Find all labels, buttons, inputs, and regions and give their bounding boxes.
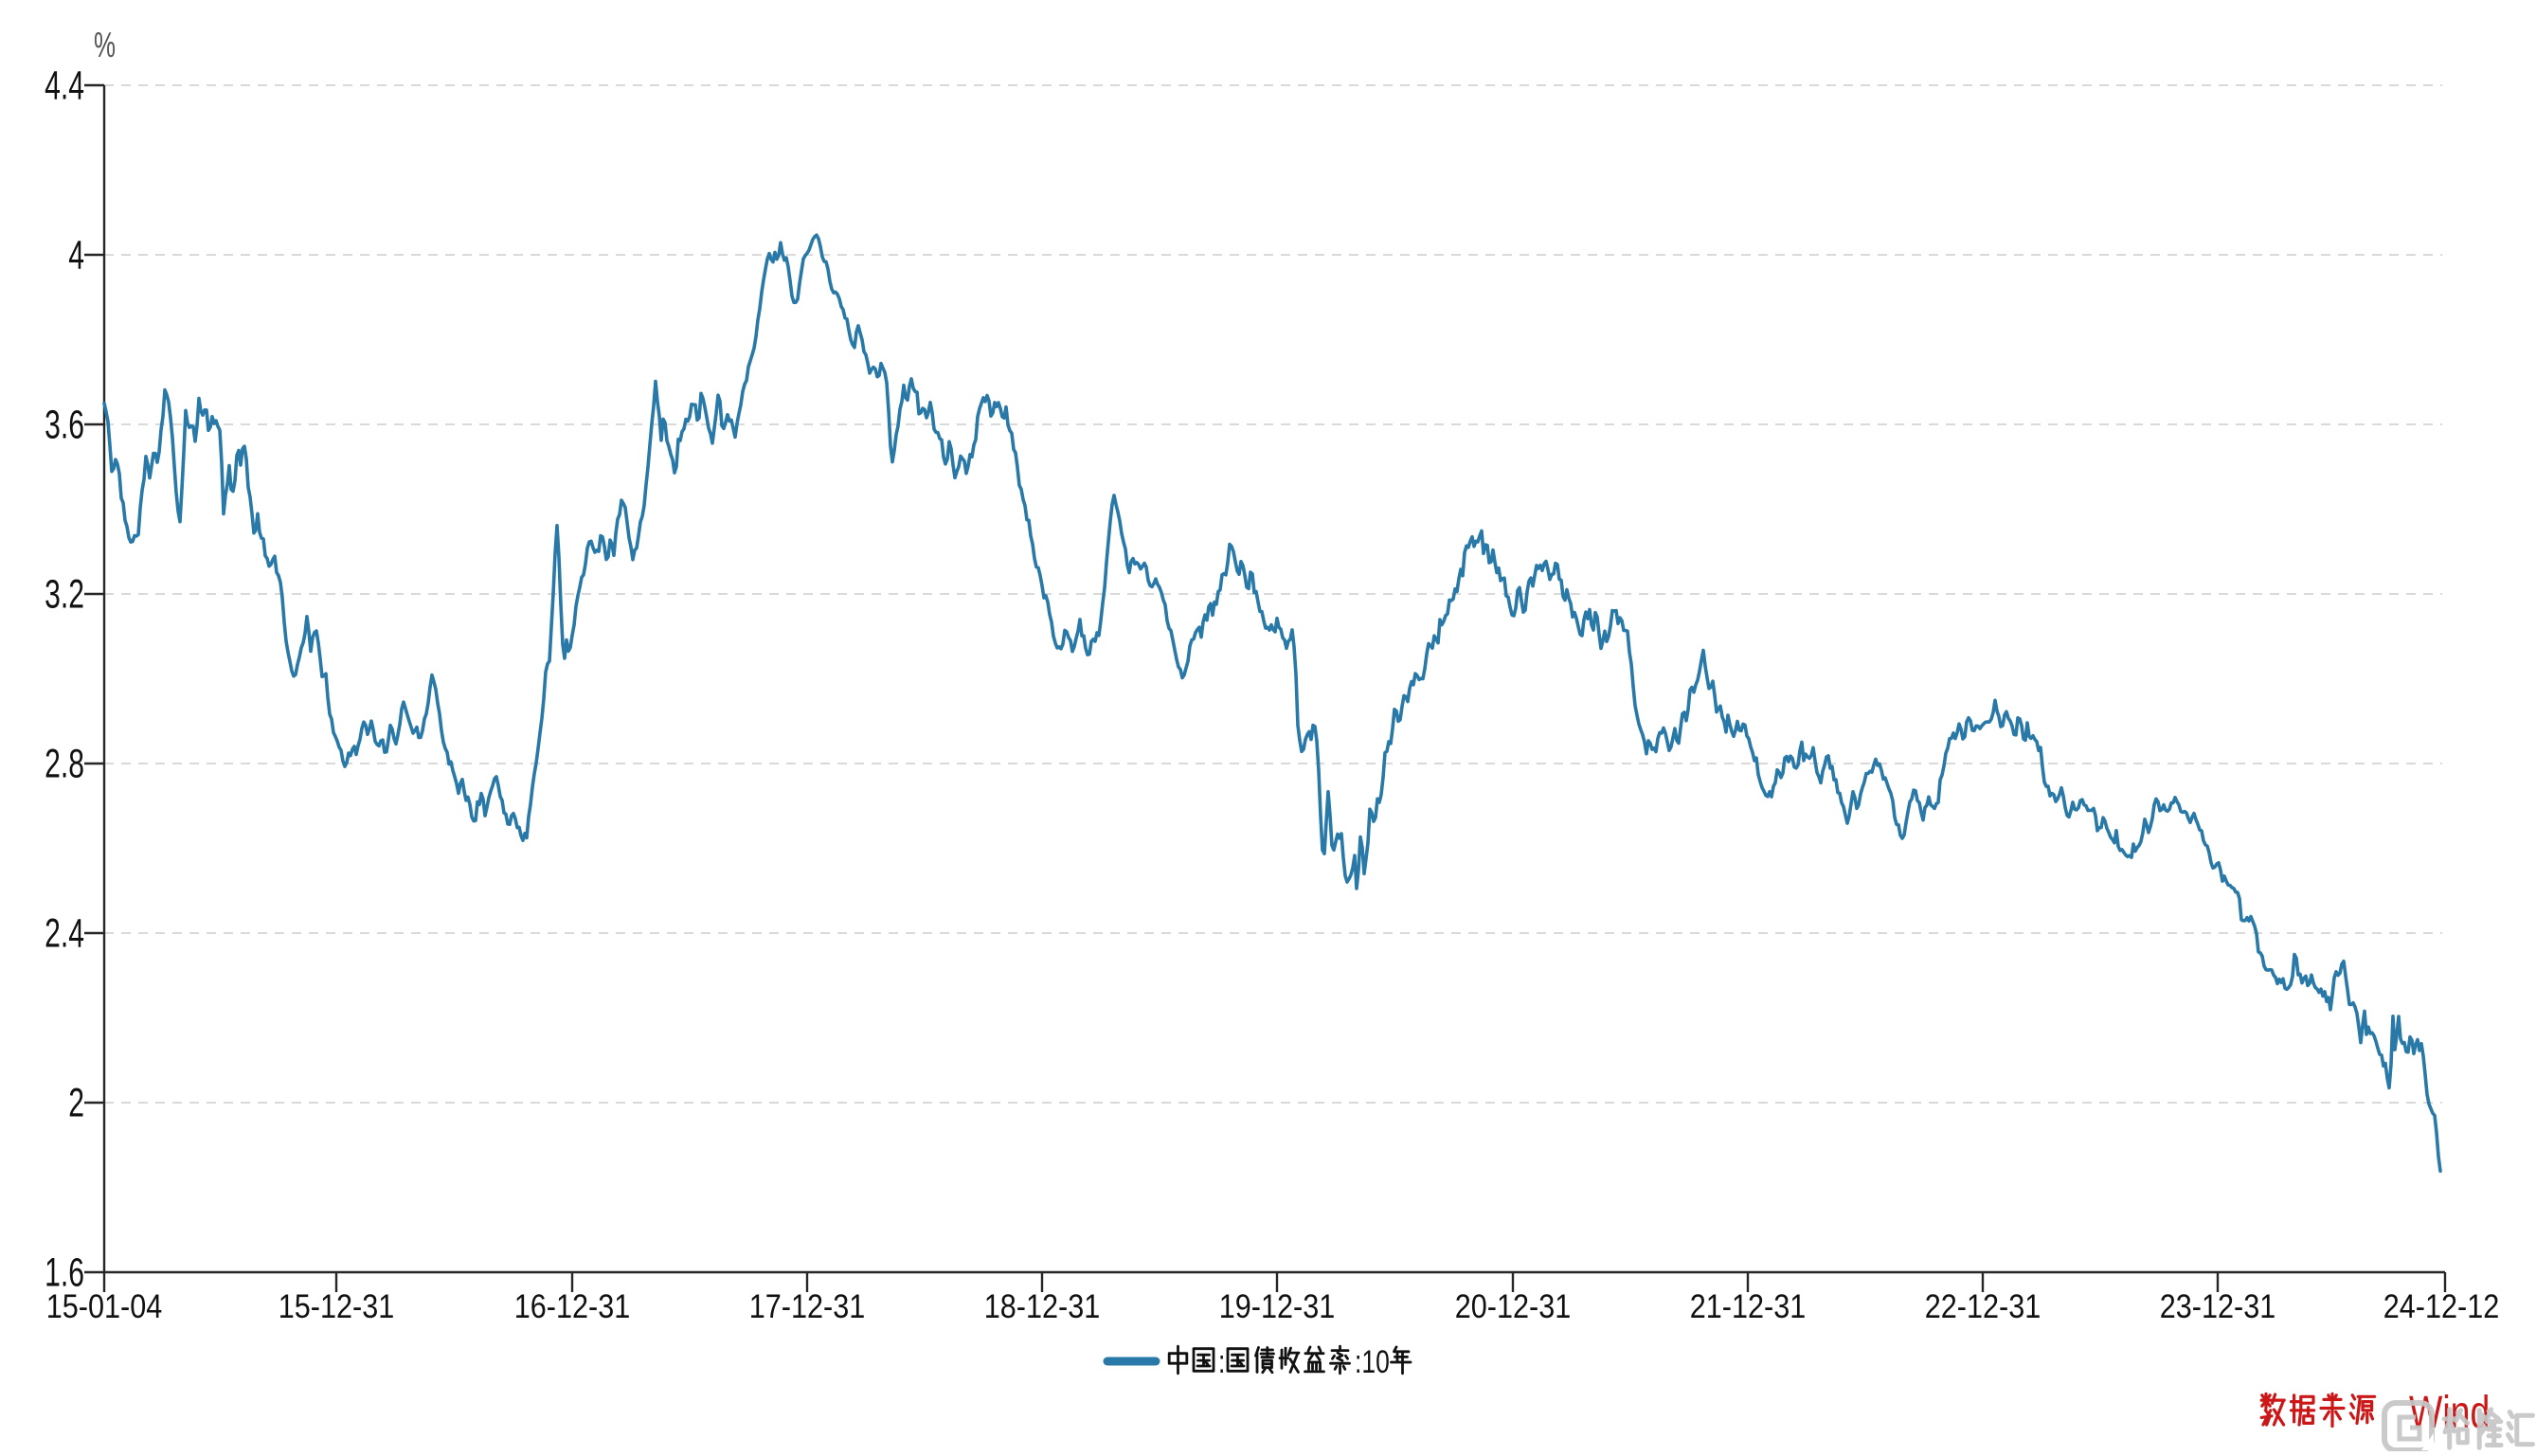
svg-text:2.8: 2.8	[45, 740, 84, 786]
svg-text:%: %	[94, 25, 116, 64]
svg-text::10: :10	[1355, 1344, 1390, 1380]
svg-text:3.6: 3.6	[45, 401, 84, 447]
svg-text:20-12-31: 20-12-31	[1455, 1287, 1572, 1324]
svg-text:1.6: 1.6	[45, 1249, 84, 1295]
svg-text:24-12-12: 24-12-12	[2383, 1287, 2500, 1324]
svg-text:16-12-31: 16-12-31	[514, 1287, 631, 1324]
svg-text:17-12-31: 17-12-31	[749, 1287, 866, 1324]
svg-text:15-12-31: 15-12-31	[279, 1287, 395, 1324]
svg-text:4: 4	[68, 231, 84, 278]
svg-text:23-12-31: 23-12-31	[2160, 1287, 2276, 1324]
svg-text:19-12-31: 19-12-31	[1219, 1287, 1336, 1324]
svg-text:3.2: 3.2	[45, 570, 84, 617]
svg-text:2: 2	[68, 1079, 84, 1125]
svg-text:4.4: 4.4	[45, 62, 84, 108]
svg-text:15-01-04: 15-01-04	[46, 1287, 163, 1324]
svg-text:21-12-31: 21-12-31	[1690, 1287, 1807, 1324]
svg-text::: :	[1218, 1344, 1225, 1380]
svg-text:18-12-31: 18-12-31	[984, 1287, 1101, 1324]
svg-text:22-12-31: 22-12-31	[1925, 1287, 2041, 1324]
svg-text:2.4: 2.4	[45, 909, 84, 956]
